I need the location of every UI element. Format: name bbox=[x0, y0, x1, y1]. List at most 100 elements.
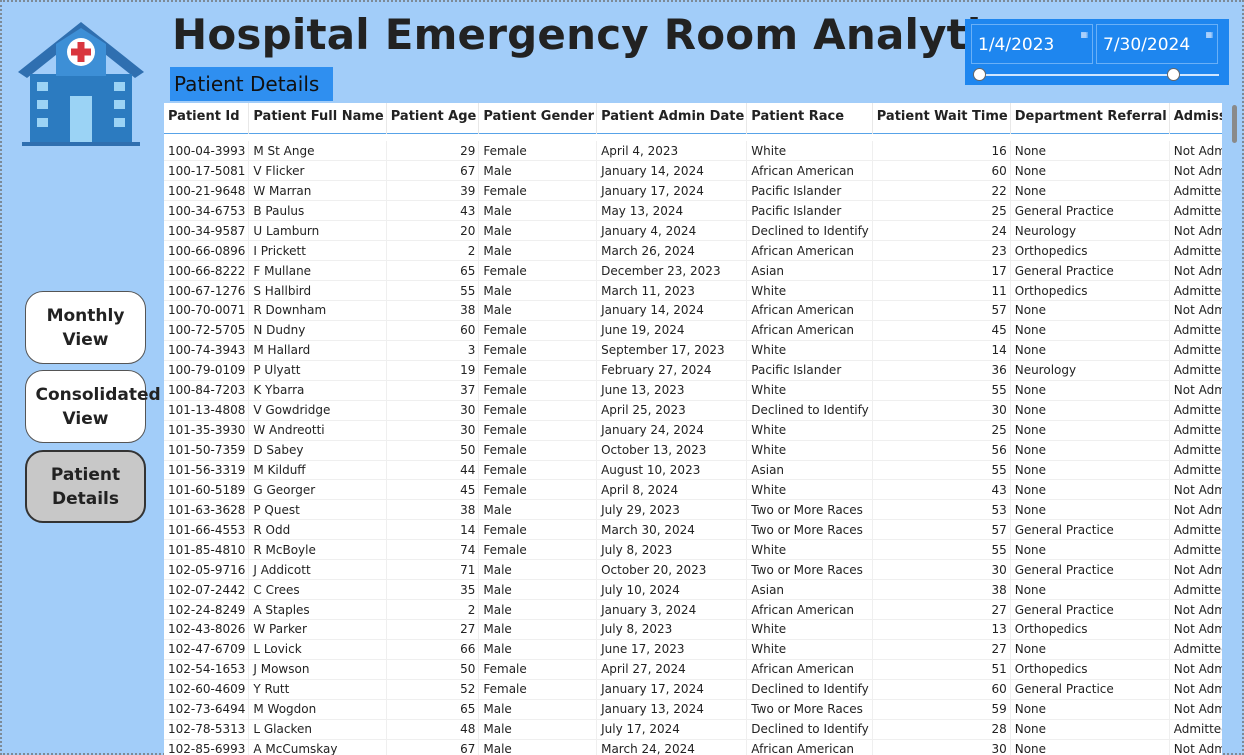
table-cell: Admitted bbox=[1169, 360, 1222, 381]
column-header[interactable]: Patient Race bbox=[746, 103, 873, 133]
table-cell: Male bbox=[478, 160, 598, 182]
scrollbar-thumb[interactable] bbox=[1232, 105, 1237, 143]
column-header[interactable]: Admission Status bbox=[1169, 103, 1222, 133]
patient-details-label: Patient Details bbox=[50, 464, 121, 509]
table-cell: Admitted bbox=[1169, 579, 1222, 601]
column-header[interactable]: Patient Id bbox=[164, 103, 250, 133]
table-row[interactable]: 102-78-5313 L Glacken 48 Male July 17, 2024 D… bbox=[164, 719, 1222, 740]
table-cell: Not Admitted bbox=[1169, 160, 1222, 182]
column-header[interactable]: Patient Wait Time bbox=[872, 103, 1011, 133]
table-cell: January 17, 2024 bbox=[596, 180, 748, 202]
table-cell: 45 bbox=[386, 479, 480, 501]
table-row[interactable]: 101-13-4808 V Gowdridge 30 Female April 25, … bbox=[164, 400, 1222, 421]
end-date-input[interactable]: 7/30/2024 ▦ bbox=[1096, 24, 1218, 64]
table-cell: Not Admitted bbox=[1169, 599, 1222, 620]
table-row[interactable]: 100-34-9587 U Lamburn 20 Male January 4, 202… bbox=[164, 220, 1222, 242]
header-spacer bbox=[164, 133, 1222, 141]
column-header[interactable]: Patient Admin Date bbox=[596, 103, 748, 133]
table-cell: U Lamburn bbox=[248, 220, 387, 242]
table-cell: White bbox=[746, 440, 873, 461]
table-cell: April 8, 2024 bbox=[596, 479, 748, 501]
table-row[interactable]: 100-74-3943 M Hallard 3 Female September 17,… bbox=[164, 340, 1222, 361]
column-header[interactable]: Patient Full Name bbox=[248, 103, 387, 133]
table-cell: K Ybarra bbox=[248, 380, 387, 401]
table-cell: 13 bbox=[872, 619, 1011, 640]
table-cell: Female bbox=[478, 539, 598, 561]
table-cell: Declined to Identify bbox=[746, 400, 873, 421]
table-cell: None bbox=[1010, 639, 1170, 660]
table-cell: 67 bbox=[386, 160, 480, 182]
table-row[interactable]: 100-67-1276 S Hallbird 55 Male March 11, 202… bbox=[164, 280, 1222, 301]
table-cell: W Marran bbox=[248, 180, 387, 202]
table-row[interactable]: 102-05-9716 J Addicott 71 Male October 20, 2… bbox=[164, 559, 1222, 581]
table-cell: Admitted bbox=[1169, 320, 1222, 341]
table-cell: July 17, 2024 bbox=[596, 719, 748, 740]
table-cell: Pacific Islander bbox=[746, 180, 873, 202]
table-cell: R Downham bbox=[248, 300, 387, 321]
table-cell: 17 bbox=[872, 260, 1011, 282]
table-cell: S Hallbird bbox=[248, 280, 387, 301]
table-row[interactable]: 101-85-4810 R McBoyle 74 Female July 8, 2023… bbox=[164, 539, 1222, 561]
table-cell: Orthopedics bbox=[1010, 619, 1170, 640]
table-row[interactable]: 102-07-2442 C Crees 35 Male July 10, 2024 Asi… bbox=[164, 579, 1222, 601]
table-cell: January 14, 2024 bbox=[596, 160, 748, 182]
table-cell: October 13, 2023 bbox=[596, 440, 748, 461]
table-row[interactable]: 101-60-5189 G Georger 45 Female April 8, 202… bbox=[164, 479, 1222, 501]
table-row[interactable]: 100-84-7203 K Ybarra 37 Female June 13, 2023… bbox=[164, 380, 1222, 401]
table-row[interactable]: 102-54-1653 J Mowson 50 Female April 27, 202… bbox=[164, 659, 1222, 680]
table-row[interactable]: 102-43-8026 W Parker 27 Male July 8, 2023 Whi… bbox=[164, 619, 1222, 640]
patient-details-table[interactable]: Patient Id Patient Full Name Patient Age Pa… bbox=[164, 103, 1222, 755]
table-row[interactable]: 102-85-6993 A McCumskay 67 Male March 24, 20… bbox=[164, 739, 1222, 755]
table-cell: None bbox=[1010, 180, 1170, 202]
table-row[interactable]: 102-73-6494 M Wogdon 65 Male January 13, 202… bbox=[164, 699, 1222, 720]
monthly-view-button[interactable]: Monthly View bbox=[25, 291, 146, 364]
table-row[interactable]: 100-72-5705 N Dudny 60 Female June 19, 2024 A… bbox=[164, 320, 1222, 341]
table-row[interactable]: 101-56-3319 M Kilduff 44 Female August 10, 2… bbox=[164, 460, 1222, 481]
table-row[interactable]: 101-63-3628 P Quest 38 Male July 29, 2023 Two… bbox=[164, 499, 1222, 521]
table-row[interactable]: 100-17-5081 V Flicker 67 Male January 14, 20… bbox=[164, 160, 1222, 182]
table-row[interactable]: 102-47-6709 L Lovick 66 Male June 17, 2023 Wh… bbox=[164, 639, 1222, 660]
column-header[interactable]: Patient Age bbox=[386, 103, 480, 133]
table-row[interactable]: 100-04-3993 M St Ange 29 Female April 4, 202… bbox=[164, 141, 1222, 162]
table-row[interactable]: 100-70-0071 R Downham 38 Male January 14, 20… bbox=[164, 300, 1222, 321]
table-cell: None bbox=[1010, 699, 1170, 720]
table-row[interactable]: 102-24-8249 A Staples 2 Male January 3, 2024… bbox=[164, 599, 1222, 620]
column-header[interactable]: Department Referral bbox=[1010, 103, 1170, 133]
table-cell: African American bbox=[746, 300, 873, 321]
table-cell: Male bbox=[478, 579, 598, 601]
table-cell: 55 bbox=[386, 280, 480, 301]
table-row[interactable]: 101-35-3930 W Andreotti 30 Female January 24… bbox=[164, 420, 1222, 441]
calendar-icon[interactable]: ▦ bbox=[1205, 30, 1213, 39]
table-row[interactable]: 100-34-6753 B Paulus 43 Male May 13, 2024 Pac… bbox=[164, 200, 1222, 222]
table-cell: 20 bbox=[386, 220, 480, 242]
calendar-icon[interactable]: ▦ bbox=[1080, 30, 1088, 39]
table-cell: None bbox=[1010, 420, 1170, 441]
table-cell: Admitted bbox=[1169, 440, 1222, 461]
patient-details-button[interactable]: Patient Details bbox=[25, 450, 146, 523]
date-slider-end-handle[interactable] bbox=[1167, 68, 1180, 81]
consolidated-view-button[interactable]: Consolidated View bbox=[25, 370, 161, 443]
start-date-input[interactable]: 1/4/2023 ▦ bbox=[971, 24, 1093, 64]
table-cell: 66 bbox=[386, 639, 480, 660]
table-row[interactable]: 100-21-9648 W Marran 39 Female January 17, 2… bbox=[164, 180, 1222, 202]
table-cell: 100-66-8222 bbox=[164, 260, 250, 282]
table-cell: 29 bbox=[386, 141, 480, 162]
date-slider-start-handle[interactable] bbox=[973, 68, 986, 81]
table-row[interactable]: 100-79-0109 P Ulyatt 19 Female February 27, … bbox=[164, 360, 1222, 381]
column-header[interactable]: Patient Gender bbox=[478, 103, 598, 133]
table-cell: General Practice bbox=[1010, 519, 1170, 541]
table-row[interactable]: 101-50-7359 D Sabey 50 Female October 13, 20… bbox=[164, 440, 1222, 461]
table-row[interactable]: 100-66-8222 F Mullane 65 Female December 23,… bbox=[164, 260, 1222, 282]
table-row[interactable]: 101-66-4553 R Odd 14 Female March 30, 2024 Tw… bbox=[164, 519, 1222, 541]
table-row[interactable]: 102-60-4609 Y Rutt 52 Female January 17, 202… bbox=[164, 679, 1222, 700]
table-cell: 30 bbox=[872, 559, 1011, 581]
table-cell: 101-56-3319 bbox=[164, 460, 250, 481]
table-cell: April 25, 2023 bbox=[596, 400, 748, 421]
table-row[interactable]: 100-66-0896 I Prickett 2 Male March 26, 2024… bbox=[164, 240, 1222, 262]
table-cell: 101-13-4808 bbox=[164, 400, 250, 421]
date-range-slicer[interactable]: 1/4/2023 ▦ 7/30/2024 ▦ bbox=[965, 19, 1229, 85]
table-scrollbar[interactable] bbox=[1230, 103, 1239, 755]
table-cell: 43 bbox=[386, 200, 480, 222]
table-cell: August 10, 2023 bbox=[596, 460, 748, 481]
date-slider-track[interactable] bbox=[979, 74, 1219, 76]
